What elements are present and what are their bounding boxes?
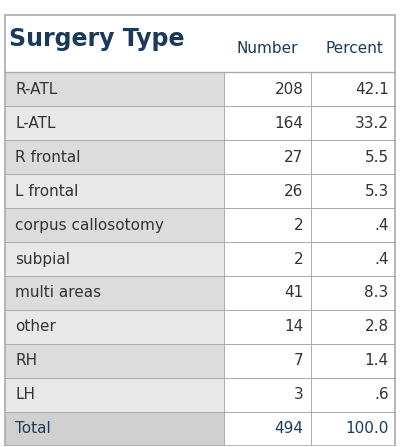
Text: .4: .4 [374,252,389,266]
Bar [311,276,399,310]
Bar [311,140,399,174]
Bar [224,412,311,446]
Text: 8.3: 8.3 [364,286,389,300]
Text: other: other [15,320,56,334]
Text: R-ATL: R-ATL [15,82,58,97]
Text: L-ATL: L-ATL [15,116,56,131]
Bar [5,412,224,446]
Bar [224,174,311,208]
Bar [311,106,399,140]
Text: 33.2: 33.2 [355,116,389,131]
Bar [5,72,224,106]
Bar [311,242,399,276]
Text: 1.4: 1.4 [364,353,389,368]
Text: 208: 208 [274,82,303,97]
Bar [311,174,399,208]
Text: 164: 164 [274,116,303,131]
Text: 2.8: 2.8 [364,320,389,334]
Text: .4: .4 [374,218,389,232]
Text: .6: .6 [374,387,389,402]
Text: 494: 494 [274,421,303,436]
Text: RH: RH [15,353,38,368]
Text: 26: 26 [284,184,303,199]
Text: 100.0: 100.0 [345,421,389,436]
Bar [5,106,224,140]
Bar [224,242,311,276]
Text: 42.1: 42.1 [355,82,389,97]
Bar [5,140,224,174]
Bar [5,276,224,310]
Text: 41: 41 [284,286,303,300]
Bar [311,378,399,412]
Text: Total: Total [15,421,51,436]
Bar [224,276,311,310]
Text: multi areas: multi areas [15,286,102,300]
Bar [224,140,311,174]
Bar [224,72,311,106]
Text: R frontal: R frontal [15,150,81,165]
Bar [224,310,311,344]
Bar [224,378,311,412]
Bar [311,208,399,242]
Text: corpus callosotomy: corpus callosotomy [15,218,164,232]
Bar [224,106,311,140]
Text: Surgery Type: Surgery Type [9,27,185,51]
Bar [311,412,399,446]
Bar [311,72,399,106]
Text: Percent: Percent [326,41,384,55]
Bar [5,344,224,378]
Bar [5,174,224,208]
Text: 5.3: 5.3 [364,184,389,199]
Bar [224,208,311,242]
Bar [5,242,224,276]
Text: 7: 7 [294,353,303,368]
Bar [5,310,224,344]
Text: 3: 3 [294,387,303,402]
Text: LH: LH [15,387,35,402]
Text: 5.5: 5.5 [364,150,389,165]
Bar [5,378,224,412]
Text: subpial: subpial [15,252,70,266]
Text: 2: 2 [294,218,303,232]
Bar [311,310,399,344]
Bar [5,208,224,242]
Text: 14: 14 [284,320,303,334]
Text: 2: 2 [294,252,303,266]
Text: L frontal: L frontal [15,184,79,199]
Text: 27: 27 [284,150,303,165]
Text: Number: Number [237,41,298,55]
Bar [311,344,399,378]
Bar [224,344,311,378]
